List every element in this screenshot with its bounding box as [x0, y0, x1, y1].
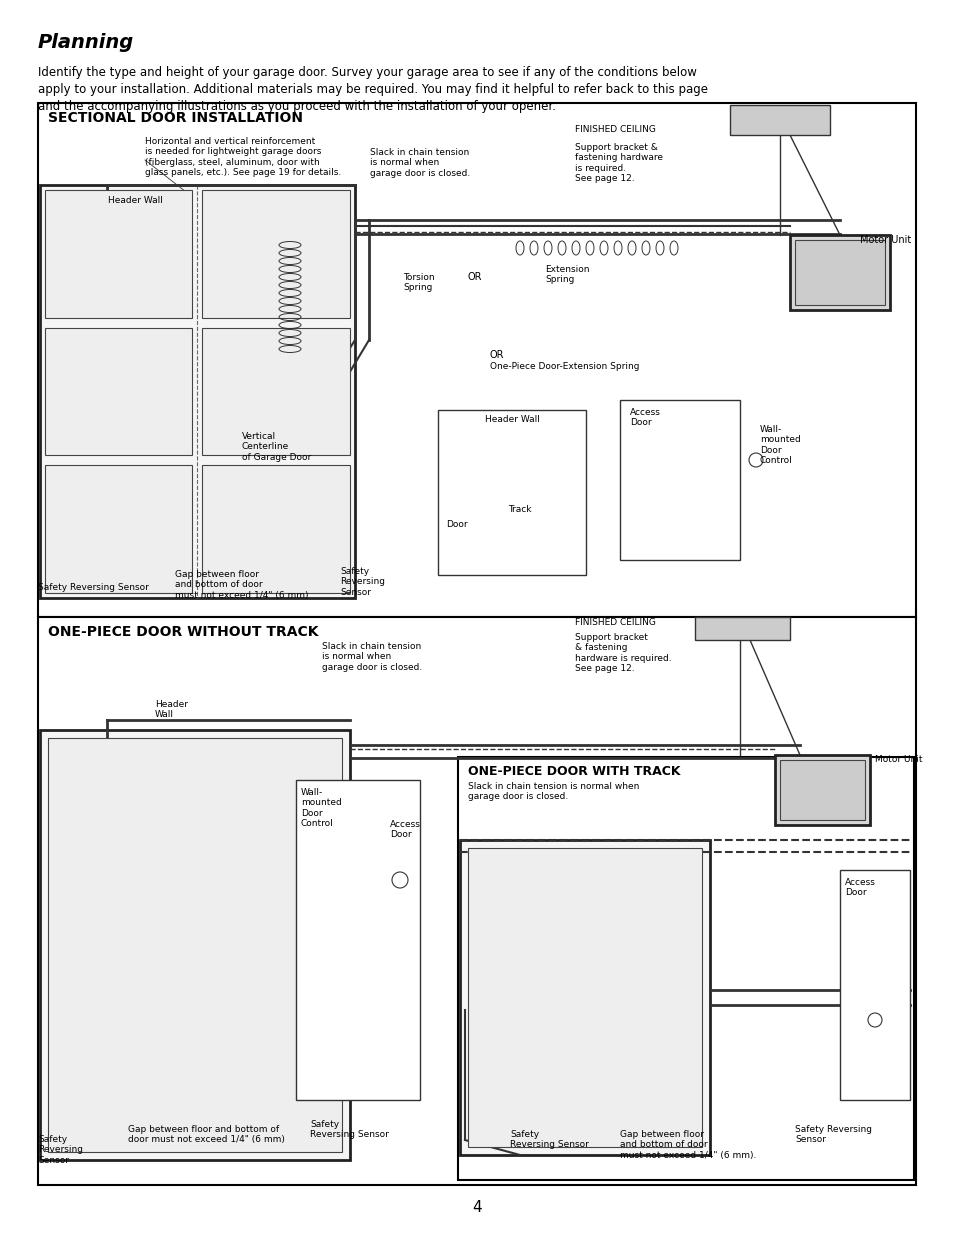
- Text: Safety
Reversing Sensor: Safety Reversing Sensor: [310, 1120, 389, 1140]
- Text: Access
Door: Access Door: [629, 408, 660, 427]
- Text: 4: 4: [472, 1200, 481, 1215]
- Bar: [40, 185, 355, 598]
- Text: Planning: Planning: [38, 33, 134, 52]
- Bar: [695, 618, 789, 640]
- Text: Access
Door: Access Door: [390, 820, 420, 840]
- Bar: [437, 410, 585, 576]
- Bar: [45, 466, 193, 593]
- Text: OR: OR: [490, 350, 504, 359]
- Text: One-Piece Door-Extension Spring: One-Piece Door-Extension Spring: [490, 362, 639, 370]
- Text: ONE-PIECE DOOR WITHOUT TRACK: ONE-PIECE DOOR WITHOUT TRACK: [48, 625, 318, 638]
- Bar: [202, 190, 350, 317]
- Text: Identify the type and height of your garage door. Survey your garage area to see: Identify the type and height of your gar…: [38, 65, 696, 79]
- Text: Wall-
mounted
Door
Control: Wall- mounted Door Control: [301, 788, 341, 829]
- Bar: [295, 781, 419, 1100]
- Text: Safety
Reversing
Sensor: Safety Reversing Sensor: [38, 1135, 83, 1165]
- Text: Gap between floor
and bottom of door
must not exceed 1/4" (6 mm): Gap between floor and bottom of door mus…: [174, 571, 308, 600]
- Text: Door: Door: [446, 520, 467, 529]
- Text: Header
Wall: Header Wall: [154, 700, 188, 720]
- Text: apply to your installation. Additional materials may be required. You may find i: apply to your installation. Additional m…: [38, 83, 707, 96]
- Bar: [48, 739, 341, 1152]
- Text: Safety Reversing Sensor: Safety Reversing Sensor: [38, 583, 149, 592]
- Bar: [619, 400, 740, 559]
- Text: Safety
Reversing Sensor: Safety Reversing Sensor: [510, 1130, 588, 1150]
- Text: Torsion
Spring: Torsion Spring: [402, 273, 435, 293]
- Text: Slack in chain tension is normal when
garage door is closed.: Slack in chain tension is normal when ga…: [468, 782, 639, 802]
- Bar: [780, 760, 864, 820]
- Text: Motor Unit: Motor Unit: [874, 755, 922, 764]
- Text: Access
Door: Access Door: [844, 878, 875, 898]
- Bar: [794, 240, 884, 305]
- Bar: [45, 190, 193, 317]
- Bar: [729, 105, 829, 135]
- Text: Horizontal and vertical reinforcement
is needed for lightweight garage doors
(fi: Horizontal and vertical reinforcement is…: [145, 137, 341, 177]
- Text: Support bracket
& fastening
hardware is required.
See page 12.: Support bracket & fastening hardware is …: [575, 634, 671, 673]
- Text: Gap between floor and bottom of
door must not exceed 1/4" (6 mm): Gap between floor and bottom of door mus…: [128, 1125, 285, 1145]
- Text: ONE-PIECE DOOR WITH TRACK: ONE-PIECE DOOR WITH TRACK: [468, 764, 679, 778]
- Text: Safety
Reversing
Sensor: Safety Reversing Sensor: [339, 567, 385, 597]
- Bar: [468, 848, 701, 1147]
- Text: Wall-
mounted
Door
Control: Wall- mounted Door Control: [760, 425, 800, 466]
- Text: SECTIONAL DOOR INSTALLATION: SECTIONAL DOOR INSTALLATION: [48, 111, 303, 125]
- Text: Extension
Spring: Extension Spring: [544, 266, 589, 284]
- Bar: [789, 235, 889, 310]
- Bar: [459, 840, 709, 1155]
- Bar: [38, 618, 915, 1186]
- Text: Support bracket &
fastening hardware
is required.
See page 12.: Support bracket & fastening hardware is …: [575, 143, 662, 183]
- Bar: [457, 757, 913, 1179]
- Text: Header Wall: Header Wall: [108, 196, 163, 205]
- Text: Vertical
Centerline
of Garage Door: Vertical Centerline of Garage Door: [242, 432, 311, 462]
- Bar: [40, 730, 350, 1160]
- Bar: [45, 327, 193, 456]
- Text: Track: Track: [507, 505, 531, 514]
- Text: OR: OR: [468, 272, 482, 282]
- Bar: [202, 466, 350, 593]
- Text: and the accompanying illustrations as you proceed with the installation of your : and the accompanying illustrations as yo…: [38, 100, 556, 112]
- Text: Safety Reversing
Sensor: Safety Reversing Sensor: [794, 1125, 871, 1145]
- Text: Motor Unit: Motor Unit: [859, 235, 910, 245]
- Bar: [38, 103, 915, 618]
- Text: Header Wall: Header Wall: [484, 415, 538, 424]
- Text: Slack in chain tension
is normal when
garage door is closed.: Slack in chain tension is normal when ga…: [322, 642, 422, 672]
- Text: FINISHED CEILING: FINISHED CEILING: [575, 125, 655, 135]
- Text: Gap between floor
and bottom of door
must not exceed 1/4" (6 mm).: Gap between floor and bottom of door mus…: [619, 1130, 756, 1160]
- Bar: [840, 869, 909, 1100]
- Bar: [774, 755, 869, 825]
- Bar: [202, 327, 350, 456]
- Text: Slack in chain tension
is normal when
garage door is closed.: Slack in chain tension is normal when ga…: [370, 148, 470, 178]
- Text: FINISHED CEILING: FINISHED CEILING: [575, 618, 655, 627]
